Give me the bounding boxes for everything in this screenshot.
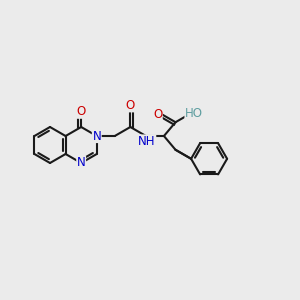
Text: N: N <box>92 130 101 142</box>
Text: N: N <box>77 157 85 169</box>
Text: O: O <box>76 105 86 118</box>
Text: O: O <box>126 99 135 112</box>
Text: HO: HO <box>185 106 203 119</box>
Text: O: O <box>153 107 162 121</box>
Text: NH: NH <box>138 135 156 148</box>
